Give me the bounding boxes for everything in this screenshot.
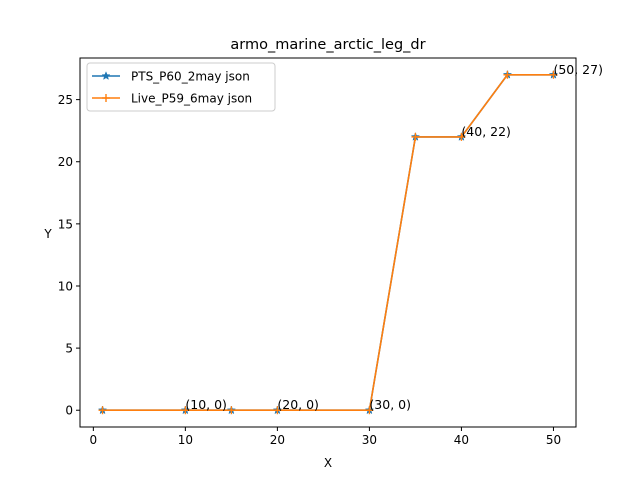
plot-frame	[79, 57, 577, 428]
point-annotation: (40, 22)	[461, 124, 511, 139]
series-2-point	[549, 70, 558, 79]
x-tick-label: 0	[90, 433, 98, 447]
y-axis-ticks: 0 5 10 15 20 25	[58, 93, 80, 418]
point-annotation: (50, 27)	[553, 62, 603, 77]
point-annotation: (10, 0)	[185, 397, 227, 412]
y-axis-label: Y	[43, 227, 52, 241]
y-tick-label: 20	[58, 155, 73, 169]
legend: PTS_P60_2may json Live_P59_6may json	[86, 62, 276, 112]
y-tick-label: 10	[58, 279, 73, 293]
legend-label-1: PTS_P60_2may json	[131, 70, 250, 84]
y-tick-label: 25	[58, 93, 73, 107]
y-tick-label: 5	[65, 342, 73, 356]
legend-marker-2	[102, 94, 110, 102]
x-axis-ticks: 0 10 20 30 40 50	[90, 427, 561, 447]
legend-box	[86, 62, 276, 112]
annotation-layer: (10, 0) (20, 0) (30, 0) (40, 22) (50, 27)	[185, 62, 603, 412]
y-tick-label: 0	[65, 404, 73, 418]
series-layer	[97, 69, 559, 415]
point-annotation: (30, 0)	[369, 397, 411, 412]
chart-title: armo_marine_arctic_leg_dr	[230, 37, 425, 53]
series-2-point	[503, 70, 512, 79]
x-tick-label: 50	[546, 433, 561, 447]
series-2-point	[273, 406, 282, 415]
y-tick-label: 15	[58, 217, 73, 231]
legend-marker-1	[101, 71, 111, 80]
series-2-point	[98, 406, 107, 415]
x-tick-label: 40	[454, 433, 469, 447]
series-2-point	[411, 132, 420, 141]
legend-label-2: Live_P59_6may json	[131, 92, 252, 106]
plot-area	[80, 58, 576, 427]
x-tick-label: 20	[270, 433, 285, 447]
series-2-point	[227, 406, 236, 415]
series-2-point	[457, 132, 466, 141]
x-tick-label: 10	[178, 433, 193, 447]
point-annotation: (20, 0)	[277, 397, 319, 412]
x-axis-label: X	[324, 456, 332, 470]
series-2-point	[365, 406, 374, 415]
series-2-point	[181, 406, 190, 415]
x-tick-label: 30	[362, 433, 377, 447]
